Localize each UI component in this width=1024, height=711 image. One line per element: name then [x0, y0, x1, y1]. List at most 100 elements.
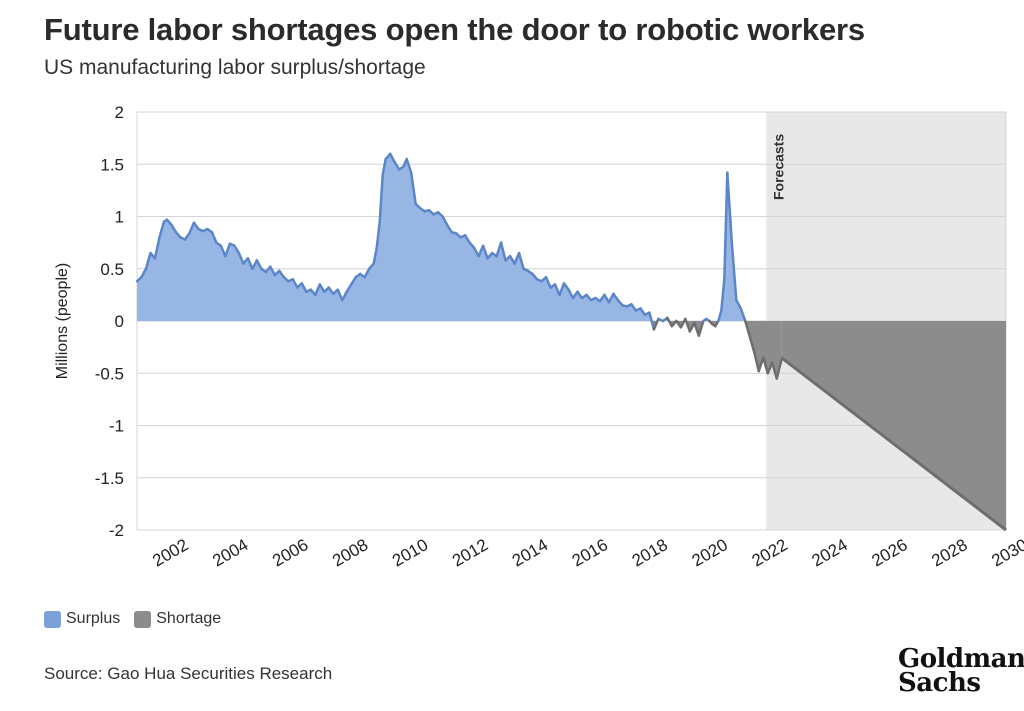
series-segment: [441, 215, 449, 227]
series-segment: [639, 307, 647, 316]
series-segment: [648, 311, 656, 331]
series-segment: [381, 157, 387, 176]
x-tick-label: 2028: [928, 535, 970, 570]
series-segment: [693, 321, 701, 337]
legend-swatch-shortage: [134, 610, 152, 628]
series-segment: [748, 335, 756, 354]
x-tick-label: 2004: [209, 535, 251, 570]
series-segment: [499, 241, 507, 262]
series-segment: [251, 259, 259, 270]
series-segment: [153, 236, 161, 260]
forecast-shortage-area: [781, 321, 1006, 530]
y-tick-label: 2: [115, 103, 124, 122]
series-segment: [140, 267, 148, 279]
series-segment: [158, 220, 166, 239]
series-segment: [558, 282, 566, 297]
legend-item-shortage: Shortage: [134, 610, 221, 628]
series-segment: [630, 303, 638, 312]
legend-label-shortage: Shortage: [156, 610, 222, 627]
series-segment: [300, 282, 308, 293]
x-tick-label: 2024: [809, 535, 851, 570]
series-segment: [188, 221, 196, 235]
series-segment: [735, 298, 743, 310]
series-segment: [210, 230, 218, 244]
source-note: Source: Gao Hua Securities Research: [44, 664, 333, 683]
x-tick-label: 2002: [149, 535, 191, 570]
series-segment: [612, 292, 620, 302]
series-segment: [730, 241, 738, 302]
series-segment: [744, 319, 752, 338]
series-segment: [341, 290, 349, 302]
x-tick-label: 2022: [749, 535, 791, 570]
forecast-label: Forecasts: [770, 134, 786, 200]
series-segment: [775, 359, 783, 380]
series-segment: [388, 152, 396, 164]
x-tick-label: 2026: [868, 535, 910, 570]
x-tick-label: 2018: [629, 535, 671, 570]
series-segment: [463, 234, 471, 244]
series-segment: [717, 309, 723, 323]
legend-swatch-surplus: [44, 610, 61, 628]
series-segment: [393, 160, 401, 171]
series-segment: [409, 171, 417, 206]
x-tick-label: 2012: [449, 535, 491, 570]
series-segment: [666, 316, 674, 328]
shortage-area: [137, 321, 782, 379]
series-segment: [739, 307, 747, 323]
series-segment: [726, 171, 734, 244]
series-segment: [544, 275, 552, 289]
series-segment: [170, 223, 178, 234]
series-segment: [246, 257, 254, 270]
chart-subtitle: US manufacturing labor surplus/shortage: [44, 56, 426, 79]
series-segment: [327, 286, 335, 296]
series-segment: [652, 317, 660, 331]
series-segment: [345, 283, 353, 293]
x-tick-label: 2030: [988, 535, 1024, 570]
series-segment: [477, 244, 485, 258]
series-segment: [445, 223, 453, 234]
series-segment: [363, 267, 371, 279]
series-segment: [291, 277, 299, 289]
x-tick-label: 2016: [569, 535, 611, 570]
series-segment: [144, 251, 152, 270]
legend-item-surplus: Surplus: [44, 610, 120, 628]
series-segment: [219, 244, 227, 258]
series-segment: [607, 292, 615, 304]
series-segment: [350, 275, 357, 286]
series-segment: [314, 283, 322, 297]
series-segment: [495, 241, 503, 258]
y-tick-label: 0.5: [100, 260, 124, 279]
series-segment: [720, 277, 726, 312]
series-segment: [562, 282, 570, 291]
series-segment: [183, 231, 191, 241]
series-segment: [481, 244, 489, 260]
goldman-sachs-logo: Goldman Sachs: [898, 646, 1024, 698]
series-segment: [405, 157, 413, 174]
series-segment: [192, 221, 200, 231]
series-segment: [753, 351, 761, 373]
series-segment: [567, 288, 575, 300]
x-tick-label: 2014: [509, 535, 551, 570]
series-segment: [684, 317, 692, 333]
y-tick-label: -1.5: [95, 469, 124, 488]
forecast-line: [780, 356, 1007, 532]
series-segment: [255, 259, 263, 270]
series-segment: [517, 251, 525, 270]
series-segment: [576, 290, 584, 300]
y-tick-label: -1: [109, 417, 124, 436]
series-segment: [553, 283, 561, 297]
series-segment: [269, 265, 277, 277]
series-segment: [224, 242, 232, 258]
series-segment: [233, 244, 241, 255]
series-segment: [771, 361, 779, 380]
series-segment: [762, 356, 770, 375]
series-segment: [757, 356, 765, 373]
series-segment: [378, 173, 384, 223]
legend: Surplus Shortage: [44, 610, 235, 628]
logo-line-2: Sachs: [898, 668, 981, 698]
y-axis-label: Millions (people): [54, 263, 71, 380]
y-tick-label: 1: [115, 208, 124, 227]
y-tick-label: 1.5: [100, 155, 124, 174]
chart-title: Future labor shortages open the door to …: [44, 12, 865, 47]
series-segment: [723, 171, 729, 281]
